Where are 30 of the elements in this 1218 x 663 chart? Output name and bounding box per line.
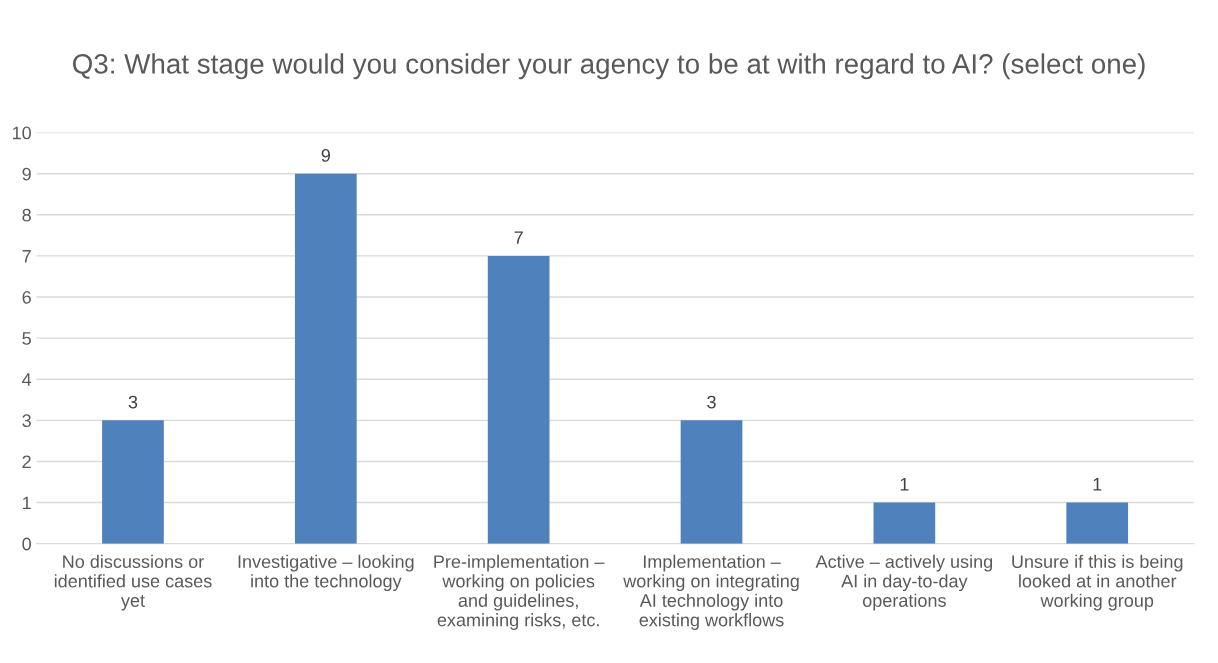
bar — [294, 173, 357, 544]
x-tick-label: Active – actively using AI in day-to-day operations — [815, 554, 993, 611]
x-tick-label: Pre-implementation – working on policies and guidelines, examining risks, etc. — [434, 554, 605, 630]
bar — [680, 420, 743, 544]
y-tick-label: 2 — [22, 455, 31, 468]
y-tick-label: 8 — [22, 208, 31, 222]
y-tick-label: 9 — [22, 167, 31, 181]
bar — [1066, 502, 1129, 544]
x-tick-label: No discussions or identified use cases yet — [54, 554, 212, 611]
bar — [487, 255, 550, 544]
y-tick-label: 1 — [23, 496, 31, 510]
y-tick-label: 0 — [22, 537, 31, 551]
x-tick-label: Investigative – looking into the technology — [238, 554, 414, 592]
bar — [873, 502, 936, 544]
data-label: 7 — [514, 231, 523, 244]
y-tick-label: 6 — [22, 290, 31, 304]
data-label: 1 — [900, 478, 909, 491]
x-tick-label: Implementation – working on integrating AI technology into existing workflows — [623, 554, 799, 630]
data-label: 3 — [707, 395, 716, 409]
y-tick-label: 10 — [12, 126, 31, 140]
data-label: 9 — [321, 149, 330, 162]
y-tick-label: 4 — [22, 373, 32, 386]
chart-title: Q3: What stage would you consider your agency to be at with regard to AI? (select one) — [73, 53, 1145, 80]
data-label: 1 — [1093, 478, 1102, 491]
bar — [102, 420, 164, 544]
y-tick-label: 3 — [22, 414, 31, 428]
data-label: 3 — [128, 395, 138, 409]
x-tick-label: Unsure if this is being looked at in another working group — [1012, 554, 1183, 611]
y-tick-label: 7 — [22, 250, 31, 263]
y-tick-label: 5 — [22, 332, 31, 345]
